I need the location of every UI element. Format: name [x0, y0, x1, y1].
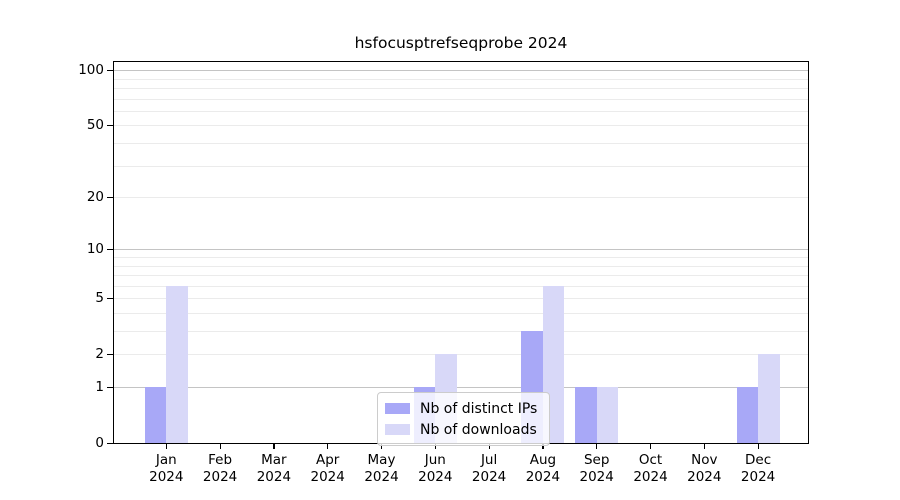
y-tick-label-10: 10 — [86, 241, 104, 258]
bar-downloads-jan — [166, 285, 188, 443]
gridline-minor-6 — [114, 285, 808, 287]
gridline-minor-90 — [114, 78, 808, 80]
y-tick-mark-5 — [107, 297, 113, 300]
gridline-major-100 — [114, 70, 808, 72]
bar-ips-dec — [736, 387, 759, 443]
x-tick-mark-sep — [596, 444, 598, 449]
y-tick-mark-50 — [107, 124, 113, 127]
x-tick-month: Jun — [424, 452, 446, 468]
gridline-minor-70 — [114, 98, 808, 100]
legend-swatch-distinct-ips — [385, 403, 410, 414]
gridline-minor-7 — [114, 275, 808, 276]
y-tick-label-5: 5 — [95, 290, 104, 307]
x-tick-year: 2024 — [471, 468, 507, 485]
x-tick-month: May — [367, 452, 396, 468]
x-tick-year: 2024 — [149, 468, 184, 485]
gridline-minor-60 — [114, 110, 808, 112]
x-tick-mark-nov — [703, 444, 705, 449]
x-tick-label-oct: Oct 2024 — [619, 452, 683, 485]
y-tick-label-20: 20 — [86, 189, 104, 206]
x-tick-year: 2024 — [525, 468, 561, 485]
y-tick-label-100: 100 — [78, 62, 104, 79]
x-tick-month: Aug — [529, 452, 557, 468]
y-tick-mark-1 — [107, 386, 113, 388]
x-tick-month: Dec — [745, 452, 772, 468]
legend-swatch-downloads — [385, 424, 410, 435]
x-tick-mark-jan — [165, 444, 167, 449]
x-tick-month: Sep — [583, 452, 610, 468]
y-tick-mark-20 — [107, 196, 113, 198]
x-tick-year: 2024 — [418, 468, 453, 485]
gridline-minor-9 — [114, 257, 808, 258]
x-tick-mark-oct — [649, 444, 652, 449]
gridline-minor-30 — [114, 165, 808, 167]
y-tick-mark-2 — [107, 353, 113, 356]
x-tick-month: Jan — [155, 452, 177, 468]
x-tick-mark-may — [380, 444, 383, 449]
x-tick-year: 2024 — [202, 468, 238, 485]
x-tick-year: 2024 — [740, 468, 776, 485]
y-tick-mark-100 — [107, 69, 113, 71]
x-tick-mark-dec — [757, 444, 759, 449]
gridline-minor-40 — [114, 143, 808, 144]
legend-label-downloads: Nb of downloads — [420, 421, 537, 438]
bar-downloads-dec — [758, 354, 780, 443]
x-tick-label-aug: Aug 2024 — [511, 452, 575, 485]
y-tick-mark-0 — [107, 442, 113, 444]
x-tick-mark-apr — [327, 444, 329, 449]
x-tick-year: 2024 — [579, 468, 614, 485]
bar-ips-sep — [575, 387, 597, 443]
x-tick-label-mar: Mar 2024 — [242, 452, 306, 485]
gridline-minor-50 — [114, 125, 808, 127]
bar-ips-jan — [144, 387, 167, 443]
gridline-minor-8 — [114, 265, 808, 267]
x-tick-year: 2024 — [310, 468, 345, 485]
x-tick-label-may: May 2024 — [350, 452, 414, 485]
gridline-major-1 — [114, 387, 808, 388]
y-tick-mark-10 — [107, 248, 113, 251]
gridline-minor-2 — [114, 354, 808, 356]
gridline-minor-20 — [114, 197, 808, 199]
x-tick-month: Jul — [480, 452, 498, 468]
x-tick-label-nov: Nov 2024 — [672, 452, 736, 485]
gridline-minor-5 — [114, 298, 808, 300]
gridline-major-10 — [114, 249, 808, 251]
x-tick-mark-jun — [434, 444, 436, 449]
legend: Nb of distinct IPs Nb of downloads — [377, 392, 550, 446]
x-tick-label-feb: Feb 2024 — [188, 452, 252, 485]
x-tick-label-jun: Jun 2024 — [403, 452, 467, 485]
legend-label-distinct-ips: Nb of distinct IPs — [420, 400, 538, 417]
x-tick-month: Feb — [208, 452, 233, 468]
chart-title: hsfocusptrefseqprobe 2024 — [354, 34, 568, 52]
gridline-minor-3 — [114, 331, 808, 332]
x-tick-mark-jul — [488, 444, 490, 449]
x-tick-year: 2024 — [256, 468, 292, 485]
y-tick-label-0: 0 — [95, 435, 104, 451]
y-tick-label-1: 1 — [95, 379, 104, 395]
x-tick-year: 2024 — [633, 468, 668, 485]
y-tick-label-50: 50 — [86, 117, 104, 134]
x-tick-label-dec: Dec 2024 — [726, 452, 790, 485]
x-tick-label-jan: Jan 2024 — [134, 452, 198, 485]
x-tick-month: Nov — [691, 452, 718, 468]
bar-downloads-sep — [596, 387, 619, 443]
x-tick-label-jul: Jul 2024 — [457, 452, 521, 485]
x-tick-mark-mar — [273, 444, 275, 449]
x-tick-month: Apr — [316, 452, 340, 468]
legend-item-downloads: Nb of downloads — [385, 419, 543, 440]
gridline-minor-80 — [114, 88, 808, 89]
x-tick-month: Oct — [638, 452, 663, 468]
x-tick-label-sep: Sep 2024 — [565, 452, 629, 485]
y-tick-label-2: 2 — [95, 346, 104, 363]
x-tick-year: 2024 — [687, 468, 722, 485]
x-tick-year: 2024 — [364, 468, 399, 485]
x-tick-label-apr: Apr 2024 — [296, 452, 360, 485]
x-tick-month: Mar — [261, 452, 287, 468]
plot-area — [113, 61, 809, 444]
x-tick-mark-feb — [219, 444, 221, 449]
x-tick-mark-aug — [542, 444, 544, 449]
legend-item-distinct-ips: Nb of distinct IPs — [385, 398, 543, 419]
gridline-minor-4 — [114, 313, 808, 314]
